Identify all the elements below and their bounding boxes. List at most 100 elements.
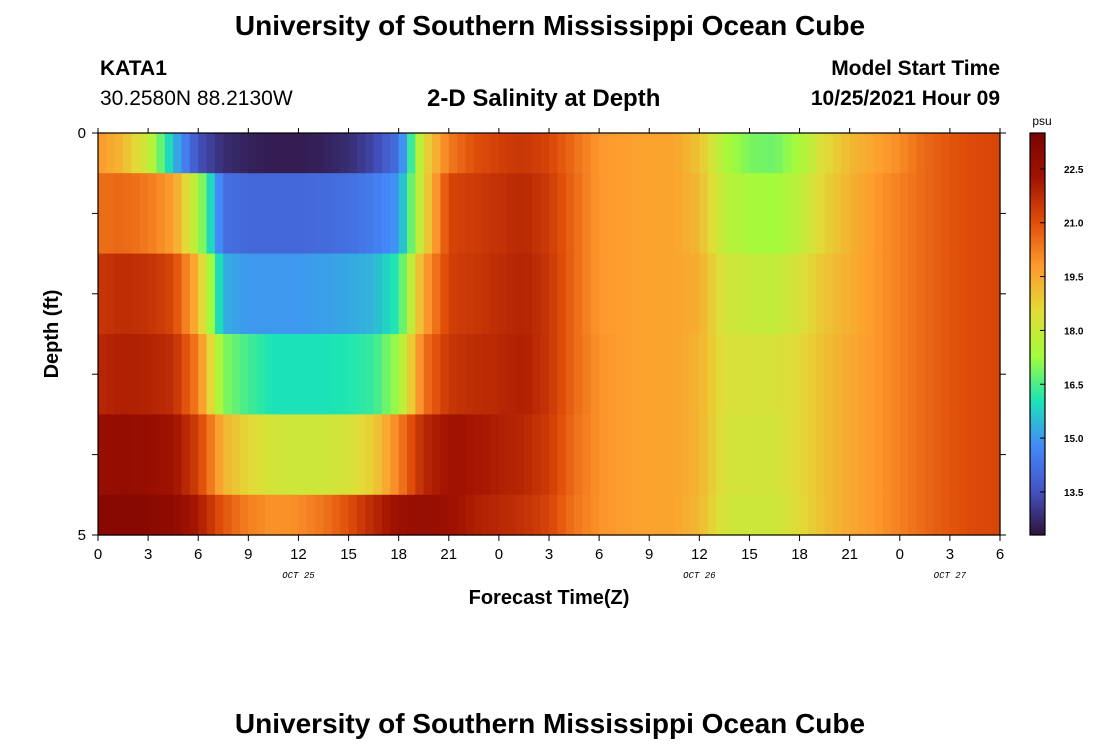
heatmap-cell — [582, 334, 592, 415]
heatmap-cell — [716, 494, 725, 536]
x-tick-label: 3 — [946, 546, 954, 563]
heatmap-cell — [941, 173, 951, 255]
heatmap-cell — [958, 253, 968, 335]
heatmap-cell — [832, 173, 842, 255]
heatmap-cell — [774, 133, 784, 174]
heatmap-cell — [306, 414, 316, 496]
heatmap-cell — [373, 253, 383, 335]
heatmap-cell — [624, 334, 634, 415]
heatmap-cell — [816, 494, 826, 536]
heatmap-cell — [148, 414, 158, 496]
heatmap-cell — [331, 414, 341, 496]
heatmap-cell — [331, 173, 341, 255]
heatmap-cell — [699, 133, 709, 174]
heatmap-cell — [757, 133, 767, 174]
heatmap-cell — [490, 334, 500, 415]
heatmap-cell — [473, 173, 483, 255]
heatmap-cell — [824, 494, 834, 536]
x-tick-label: 9 — [244, 546, 252, 563]
heatmap-cell — [649, 414, 659, 496]
heatmap-cell — [891, 173, 901, 255]
heatmap-cell — [799, 494, 809, 536]
heatmap-cell — [248, 334, 258, 415]
heatmap-cell — [557, 173, 567, 255]
heatmap-cell — [741, 414, 751, 496]
heatmap-cell — [741, 253, 751, 335]
heatmap-cell — [599, 414, 609, 496]
heatmap-cell — [983, 334, 993, 415]
heatmap-cell — [640, 133, 650, 174]
heatmap-cell — [590, 173, 600, 255]
heatmap-cell — [440, 253, 450, 335]
plot-title: 2-D Salinity at Depth — [427, 85, 661, 112]
heatmap-cell — [465, 334, 475, 415]
heatmap-cell — [615, 253, 625, 335]
heatmap-cell — [214, 414, 224, 496]
heatmap-cell — [281, 133, 291, 174]
heatmap-cell — [924, 253, 934, 335]
heatmap-cell — [239, 173, 249, 255]
heatmap-cell — [323, 133, 333, 174]
heatmap-cell — [173, 133, 183, 174]
heatmap-cell — [273, 173, 283, 255]
heatmap-cell — [799, 253, 809, 335]
heatmap-cell — [407, 414, 416, 496]
heatmap-cell — [899, 494, 909, 536]
heatmap-cell — [223, 334, 233, 415]
heatmap-cell — [933, 334, 943, 415]
heatmap-cell — [507, 133, 517, 174]
heatmap-cell — [799, 173, 809, 255]
heatmap-cell — [432, 414, 442, 496]
heatmap-cell — [198, 494, 208, 536]
heatmap-cell — [340, 334, 350, 415]
heatmap-cell — [690, 494, 700, 536]
heatmap-cell — [340, 414, 350, 496]
heatmap-cell — [649, 334, 659, 415]
heatmap-cell — [807, 133, 817, 174]
heatmap-cell — [131, 133, 141, 174]
heatmap-cell — [966, 414, 976, 496]
heatmap-cell — [415, 414, 425, 496]
heatmap-cell — [465, 414, 475, 496]
heatmap-cell — [665, 133, 675, 174]
heatmap-cell — [114, 414, 124, 496]
heatmap-cell — [832, 253, 842, 335]
heatmap-cell — [732, 334, 742, 415]
y-tick-label: 5 — [78, 527, 86, 544]
heatmap-cell — [732, 494, 742, 536]
heatmap-cell — [774, 494, 784, 536]
heatmap-cell — [983, 253, 993, 335]
heatmap-cell — [398, 494, 408, 536]
heatmap-cell — [365, 334, 375, 415]
heatmap-cell — [657, 133, 667, 174]
heatmap-cell — [348, 133, 358, 174]
heatmap-cell — [816, 414, 826, 496]
heatmap-cell — [782, 253, 792, 335]
heatmap-cell — [123, 414, 133, 496]
heatmap-cell — [239, 253, 249, 335]
heatmap-cell — [866, 414, 876, 496]
heatmap-cell — [98, 414, 107, 496]
heatmap-cell — [231, 494, 241, 536]
heatmap-cell — [457, 253, 467, 335]
heatmap-cell — [582, 133, 592, 174]
heatmap-cell — [949, 253, 959, 335]
heatmap-cell — [824, 253, 834, 335]
heatmap-cell — [807, 334, 817, 415]
heatmap-cell — [665, 414, 675, 496]
heatmap-cell — [315, 133, 325, 174]
heatmap-cell — [941, 133, 951, 174]
heatmap-cell — [515, 173, 525, 255]
heatmap-cell — [849, 414, 859, 496]
heatmap-cell — [966, 334, 976, 415]
heatmap-cell — [858, 414, 867, 496]
heatmap-cell — [849, 334, 859, 415]
heatmap-cell — [741, 173, 751, 255]
date-label: OCT 26 — [683, 571, 716, 581]
heatmap-cell — [749, 253, 759, 335]
x-tick-label: 21 — [841, 546, 858, 563]
heatmap-cell — [440, 414, 450, 496]
heatmap-cell — [398, 334, 408, 415]
heatmap-cell — [139, 334, 149, 415]
heatmap-cell — [448, 133, 458, 174]
